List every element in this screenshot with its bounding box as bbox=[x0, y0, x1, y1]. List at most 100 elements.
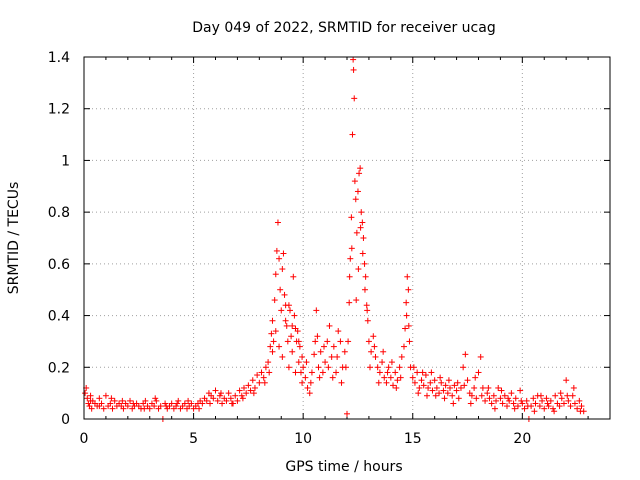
data-point bbox=[227, 395, 234, 402]
data-point bbox=[345, 338, 352, 345]
data-point bbox=[400, 343, 407, 350]
data-point bbox=[279, 353, 286, 360]
data-point bbox=[544, 400, 551, 407]
data-point bbox=[307, 379, 314, 386]
data-point bbox=[120, 405, 127, 412]
data-point bbox=[578, 403, 585, 410]
axis-tick-labels: 0 5 10 15 20 0 0.2 0.4 0.6 0.8 1 1.2 1.4 bbox=[48, 50, 532, 447]
data-point bbox=[245, 382, 252, 389]
data-point bbox=[371, 343, 378, 350]
data-point bbox=[518, 397, 525, 404]
data-point bbox=[365, 338, 372, 345]
data-point bbox=[296, 343, 303, 350]
data-point bbox=[545, 403, 552, 410]
data-point bbox=[531, 408, 538, 415]
data-point bbox=[173, 403, 180, 410]
data-point bbox=[547, 397, 554, 404]
data-point bbox=[181, 400, 188, 407]
data-point bbox=[285, 364, 292, 371]
data-point bbox=[460, 364, 467, 371]
data-point bbox=[325, 364, 332, 371]
data-point bbox=[350, 66, 357, 73]
data-point bbox=[383, 379, 390, 386]
data-point bbox=[188, 400, 195, 407]
data-point bbox=[228, 400, 235, 407]
data-point bbox=[454, 379, 461, 386]
data-point bbox=[425, 384, 432, 391]
data-point bbox=[353, 297, 360, 304]
data-point bbox=[432, 392, 439, 399]
data-point bbox=[280, 250, 287, 257]
data-point bbox=[384, 369, 391, 376]
data-point bbox=[512, 395, 519, 402]
data-point bbox=[380, 348, 387, 355]
data-point bbox=[564, 392, 571, 399]
data-point bbox=[109, 405, 116, 412]
data-point bbox=[556, 403, 563, 410]
x-tick-label: 10 bbox=[294, 431, 312, 447]
data-point bbox=[362, 273, 369, 280]
data-point bbox=[405, 322, 412, 329]
data-point bbox=[207, 400, 214, 407]
data-point bbox=[308, 369, 315, 376]
data-point bbox=[299, 353, 306, 360]
data-point bbox=[279, 266, 286, 273]
data-point bbox=[506, 397, 513, 404]
data-point bbox=[348, 245, 355, 252]
data-point bbox=[486, 395, 493, 402]
grid-lines bbox=[84, 57, 610, 419]
chart-title: Day 049 of 2022, SRMTID for receiver uca… bbox=[192, 20, 495, 36]
data-point bbox=[87, 392, 94, 399]
data-point bbox=[315, 364, 322, 371]
data-point bbox=[232, 392, 239, 399]
data-point bbox=[390, 382, 397, 389]
data-point bbox=[320, 343, 327, 350]
y-tick-label: 0.6 bbox=[48, 257, 70, 273]
y-tick-label: 0.8 bbox=[48, 205, 70, 221]
data-point bbox=[388, 359, 395, 366]
data-point bbox=[453, 387, 460, 394]
data-point bbox=[250, 390, 257, 397]
data-point bbox=[510, 400, 517, 407]
data-point bbox=[357, 224, 364, 231]
data-point bbox=[423, 392, 430, 399]
data-point bbox=[96, 395, 103, 402]
data-point bbox=[217, 390, 224, 397]
data-point bbox=[355, 266, 362, 273]
data-point bbox=[142, 397, 149, 404]
data-point bbox=[539, 397, 546, 404]
data-point bbox=[497, 395, 504, 402]
data-point bbox=[342, 364, 349, 371]
data-point bbox=[569, 392, 576, 399]
data-point bbox=[317, 348, 324, 355]
data-point bbox=[574, 405, 581, 412]
data-point bbox=[410, 364, 417, 371]
data-point bbox=[396, 364, 403, 371]
data-point bbox=[372, 353, 379, 360]
data-point bbox=[451, 382, 458, 389]
data-point bbox=[379, 359, 386, 366]
data-point bbox=[119, 397, 126, 404]
data-point bbox=[445, 377, 452, 384]
data-point bbox=[314, 333, 321, 340]
data-point bbox=[537, 392, 544, 399]
data-point bbox=[225, 390, 232, 397]
data-point bbox=[491, 405, 498, 412]
data-point bbox=[505, 395, 512, 402]
data-point bbox=[475, 369, 482, 376]
data-point bbox=[521, 405, 528, 412]
data-point bbox=[175, 397, 182, 404]
data-point bbox=[359, 219, 366, 226]
data-point bbox=[290, 273, 297, 280]
data-point bbox=[519, 400, 526, 407]
data-point bbox=[295, 359, 302, 366]
data-point bbox=[272, 271, 279, 278]
data-point bbox=[111, 397, 118, 404]
data-point bbox=[558, 395, 565, 402]
data-point bbox=[303, 359, 310, 366]
data-point bbox=[472, 374, 479, 381]
x-tick-label: 15 bbox=[404, 431, 422, 447]
data-point bbox=[567, 403, 574, 410]
data-point bbox=[328, 353, 335, 360]
data-point bbox=[462, 351, 469, 358]
